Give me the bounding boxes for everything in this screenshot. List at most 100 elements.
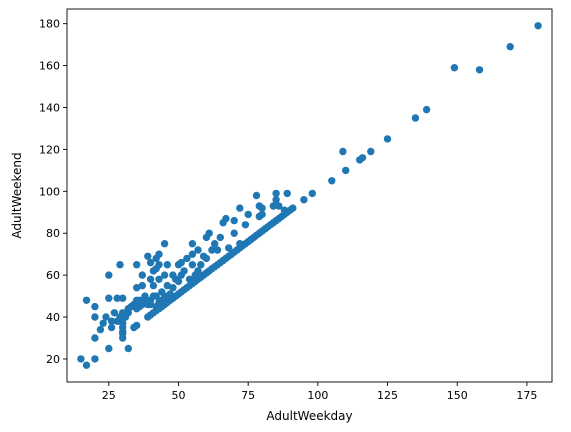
data-point — [82, 296, 91, 304]
data-point — [236, 204, 244, 212]
y-tick-label: 60 — [46, 269, 60, 282]
y-tick-label: 40 — [46, 311, 60, 324]
y-tick-label: 140 — [39, 101, 60, 114]
y-tick-label: 100 — [39, 185, 60, 198]
data-point — [222, 214, 230, 223]
data-point — [328, 177, 336, 185]
data-point — [358, 154, 367, 162]
data-point — [272, 196, 280, 204]
data-point — [183, 254, 191, 263]
x-tick-label: 175 — [516, 389, 537, 402]
data-point — [160, 240, 169, 248]
x-axis-label: AdultWeekday — [266, 409, 352, 423]
y-tick-label: 160 — [39, 60, 60, 73]
data-point — [133, 284, 141, 292]
data-point — [169, 284, 177, 292]
data-point — [91, 355, 99, 363]
data-point — [216, 233, 224, 242]
data-point — [174, 277, 183, 286]
data-point — [188, 250, 197, 258]
data-point — [99, 319, 107, 327]
x-tick-label: 50 — [171, 389, 185, 402]
data-point — [119, 294, 127, 302]
data-point — [107, 323, 116, 332]
data-point — [208, 246, 216, 254]
data-point — [342, 166, 350, 175]
data-point — [422, 105, 431, 114]
x-tick-label: 150 — [447, 389, 468, 402]
data-point — [105, 294, 113, 302]
plot-frame — [66, 8, 553, 383]
data-point — [534, 22, 542, 30]
data-point — [155, 250, 163, 258]
data-point — [213, 246, 222, 254]
data-point — [149, 281, 158, 290]
data-point — [116, 261, 124, 269]
y-axis-label: AdultWeekend — [10, 152, 24, 238]
data-point — [283, 189, 291, 198]
data-point — [225, 244, 233, 252]
y-tick-label: 20 — [46, 353, 60, 366]
data-point — [258, 204, 266, 212]
data-point — [141, 292, 149, 300]
y-axis-ticks: 20 40 60 80 100 120 140 160 180 — [39, 18, 67, 366]
data-point — [383, 135, 392, 143]
data-point — [133, 321, 141, 330]
data-point — [177, 258, 185, 267]
data-point — [133, 261, 141, 269]
data-point — [367, 147, 375, 156]
data-point — [105, 344, 113, 353]
data-point — [138, 271, 146, 279]
data-point — [163, 261, 171, 269]
data-point — [138, 281, 146, 290]
data-point — [252, 191, 261, 200]
data-point — [82, 361, 91, 369]
data-point — [188, 261, 197, 269]
data-point — [272, 189, 280, 198]
data-point — [258, 210, 266, 219]
data-point — [230, 229, 238, 237]
data-point — [244, 210, 252, 219]
data-point — [241, 221, 250, 229]
data-point — [188, 240, 197, 248]
data-point — [197, 261, 205, 269]
data-point — [77, 355, 85, 363]
data-point — [113, 294, 121, 302]
data-point — [124, 344, 132, 353]
data-points — [77, 22, 542, 369]
x-axis-ticks: 25 50 75 100 125 150 175 — [102, 382, 537, 402]
data-point — [146, 258, 155, 267]
data-point — [339, 147, 347, 156]
data-point — [91, 313, 99, 321]
data-point — [194, 267, 202, 275]
data-point — [202, 254, 211, 263]
data-point — [180, 267, 188, 275]
x-tick-label: 100 — [307, 389, 328, 402]
data-point — [194, 246, 202, 254]
data-point — [144, 252, 152, 260]
data-point — [450, 63, 459, 72]
data-point — [205, 229, 213, 237]
y-tick-label: 80 — [46, 227, 60, 240]
data-point — [102, 313, 110, 321]
data-point — [475, 66, 484, 74]
data-point — [230, 216, 238, 225]
x-tick-label: 25 — [102, 389, 116, 402]
data-point — [308, 189, 316, 198]
x-tick-label: 75 — [241, 389, 255, 402]
data-point — [411, 114, 420, 122]
data-point — [289, 204, 297, 212]
data-point — [160, 271, 169, 279]
data-point — [152, 292, 160, 300]
y-tick-label: 180 — [39, 18, 60, 31]
data-point — [91, 302, 99, 311]
data-point — [105, 271, 113, 279]
data-point — [110, 309, 119, 317]
data-point — [211, 240, 219, 248]
data-point — [146, 275, 155, 283]
data-point — [96, 325, 105, 334]
data-point — [107, 317, 116, 325]
y-tick-label: 120 — [39, 143, 60, 156]
data-point — [269, 202, 277, 210]
